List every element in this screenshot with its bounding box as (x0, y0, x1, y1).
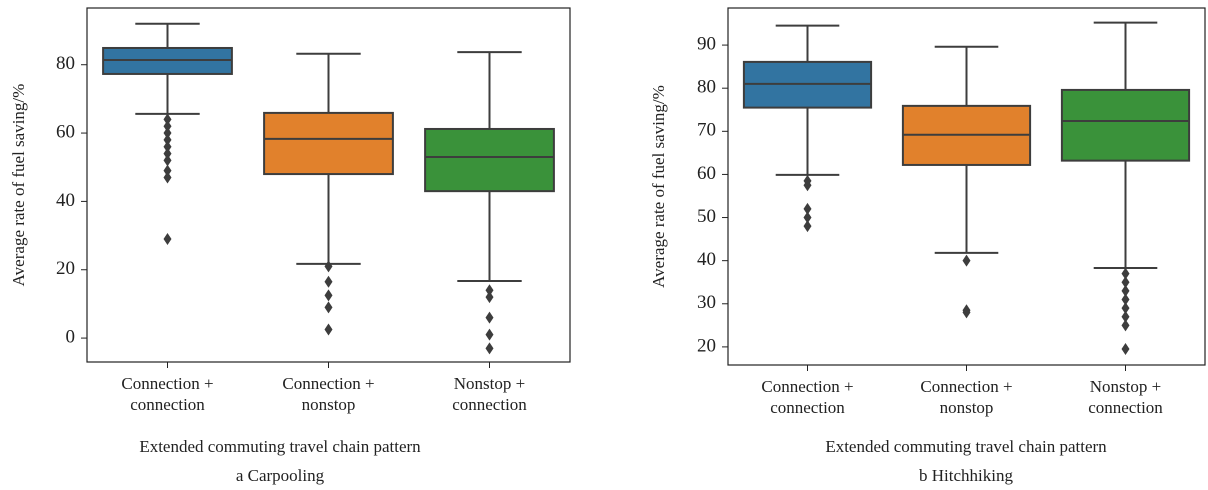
x-tick-label: Nonstop + (454, 374, 525, 393)
outlier (163, 171, 172, 184)
x-tick-label: Connection + (920, 377, 1012, 396)
outlier (962, 306, 971, 319)
outlier (803, 179, 812, 192)
x-axis-label: Extended commuting travel chain pattern (825, 437, 1107, 456)
box (1060, 88, 1191, 162)
outlier (163, 164, 172, 177)
outlier (485, 342, 494, 355)
y-tick-label: 0 (66, 326, 76, 347)
outlier (324, 260, 333, 273)
x-tick-label: Connection + (121, 374, 213, 393)
x-tick-label: connection (130, 395, 205, 414)
outlier (324, 289, 333, 302)
chart-title: a Carpooling (236, 466, 325, 485)
outlier (324, 323, 333, 336)
x-tick-label: nonstop (302, 395, 356, 414)
y-axis-label: Average rate of fuel saving/% (649, 85, 668, 288)
y-tick-label: 60 (697, 163, 716, 184)
box (263, 111, 394, 176)
y-tick-label: 40 (697, 249, 716, 270)
outlier (163, 147, 172, 160)
outlier (803, 211, 812, 224)
outlier (1121, 276, 1130, 289)
y-tick-label: 90 (697, 33, 716, 54)
x-tick-label: Connection + (761, 377, 853, 396)
box (102, 46, 233, 75)
y-axis-label: Average rate of fuel saving/% (9, 84, 28, 287)
x-axis-label: Extended commuting travel chain pattern (139, 437, 421, 456)
y-tick-label: 20 (697, 335, 716, 356)
box (424, 127, 555, 193)
y-tick-label: 40 (56, 190, 75, 211)
outlier (1121, 293, 1130, 306)
y-tick-label: 60 (56, 121, 75, 142)
outlier (163, 120, 172, 133)
x-tick-label: connection (770, 398, 845, 417)
outlier (163, 232, 172, 245)
y-tick-label: 70 (697, 120, 716, 141)
outlier (1121, 319, 1130, 332)
outlier (485, 291, 494, 304)
outlier (803, 202, 812, 215)
outlier (1121, 302, 1130, 315)
outlier (803, 220, 812, 233)
outlier (324, 275, 333, 288)
y-tick-label: 80 (56, 53, 75, 74)
outlier (485, 311, 494, 324)
chart-title: b Hitchhiking (919, 466, 1013, 485)
outlier (485, 284, 494, 297)
plot-frame (86, 7, 571, 363)
y-tick-label: 80 (697, 77, 716, 98)
outlier (324, 301, 333, 314)
x-tick-label: Nonstop + (1090, 377, 1161, 396)
y-tick-label: 50 (697, 206, 716, 227)
outlier (962, 254, 971, 267)
x-tick-label: Connection + (282, 374, 374, 393)
outlier (485, 328, 494, 341)
outlier (1121, 267, 1130, 280)
outlier (1121, 284, 1130, 297)
outlier (163, 127, 172, 140)
x-tick-label: connection (1088, 398, 1163, 417)
outlier (163, 140, 172, 153)
outlier (1121, 343, 1130, 356)
x-tick-label: connection (452, 395, 527, 414)
outlier (163, 154, 172, 167)
outlier (163, 133, 172, 146)
y-tick-label: 20 (56, 258, 75, 279)
plot-frame (727, 7, 1206, 366)
outlier (1121, 310, 1130, 323)
y-tick-label: 30 (697, 292, 716, 313)
outlier (163, 113, 172, 126)
x-tick-label: nonstop (940, 398, 994, 417)
